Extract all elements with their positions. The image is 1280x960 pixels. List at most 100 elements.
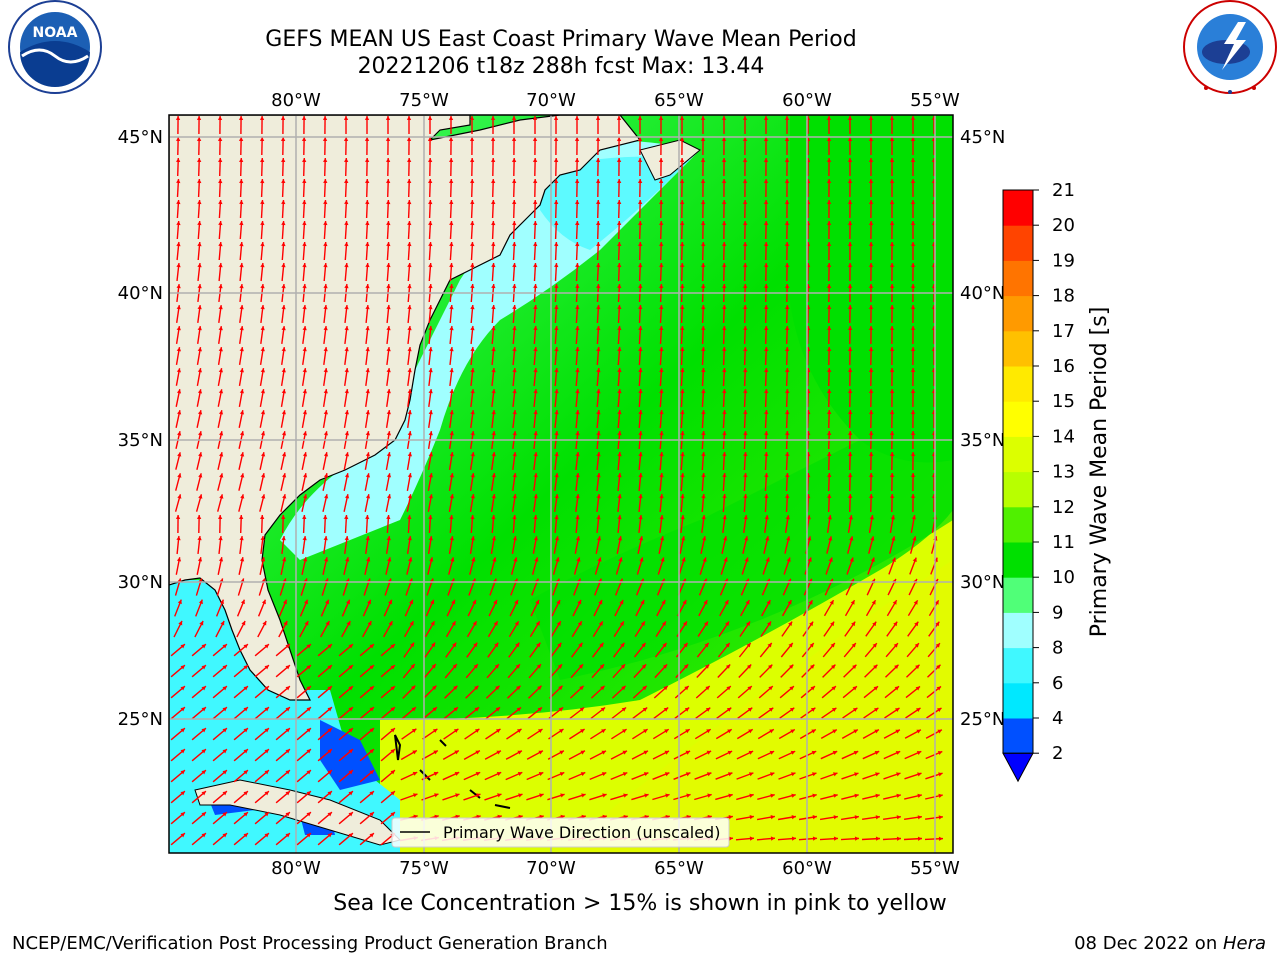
wave-arrow-head (764, 347, 769, 351)
wave-arrow-head (701, 326, 706, 331)
wave-arrow-head (910, 431, 916, 435)
wave-arrow-head (831, 707, 837, 712)
colorbar-under-extension (1002, 752, 1034, 783)
wave-arrow-head (910, 494, 916, 498)
wave-arrow-head (512, 536, 517, 541)
wave-arrow-head (219, 452, 224, 457)
wave-arrow-head (661, 621, 666, 626)
wave-arrow-head (344, 431, 349, 436)
wave-arrow-head (875, 772, 880, 777)
wave-arrow-head (764, 263, 769, 267)
wave-arrow-head (643, 772, 649, 777)
wave-arrow-head (617, 536, 623, 541)
wave-arrow-head (532, 137, 538, 141)
wave-arrow-head (596, 389, 601, 394)
wave-arrow-head (784, 242, 790, 246)
wave-arrow-head (679, 158, 685, 162)
wave-arrow-head (889, 305, 895, 309)
wave-arrow-head (386, 158, 391, 162)
wave-arrow-head (282, 473, 287, 478)
wave-arrow-head (704, 642, 709, 648)
wave-arrow-head (390, 728, 395, 733)
wave-arrow-head (513, 557, 518, 562)
wave-arrow-head (533, 536, 538, 541)
wave-arrow-head (449, 389, 454, 394)
wave-arrow-head (306, 707, 311, 712)
wave-arrow-head (222, 749, 227, 754)
land-cuba (194, 779, 401, 846)
wave-arrow-head (702, 557, 707, 562)
wave-arrow-head (868, 200, 874, 204)
wave-arrow-head (180, 770, 185, 775)
wave-arrow-head (260, 263, 265, 268)
wave-arrow-head (826, 284, 832, 288)
wave-arrow-head (369, 644, 374, 649)
wave-arrow-head (180, 644, 185, 649)
wave-arrow-head (868, 137, 874, 141)
colorbar-tick-label: 4 (1052, 708, 1063, 729)
wave-arrow-head (938, 772, 943, 777)
wave-arrow-head (428, 200, 433, 205)
wave-arrow-head (344, 263, 349, 268)
wave-arrow-head (260, 536, 265, 541)
wave-arrow-head (450, 557, 455, 562)
wave-arrow-head (241, 621, 246, 626)
wave-arrow-head (744, 557, 749, 562)
land-us-east-coast (169, 115, 642, 701)
wave-arrow-head (617, 284, 622, 289)
wave-arrow-head (869, 410, 874, 414)
wave-arrow-head (431, 664, 436, 669)
wave-arrow-head (302, 410, 307, 415)
wave-arrow-head (281, 305, 286, 310)
noaa-logo: NOAA (8, 0, 102, 94)
wave-arrow-head (239, 515, 244, 519)
colorbar-tick-label: 18 (1052, 286, 1075, 307)
wave-arrow-head (201, 728, 206, 733)
wave-arrow-head (581, 793, 586, 798)
wave-arrow-head (512, 368, 517, 373)
wave-arrow-head (428, 515, 433, 520)
wave-arrow-head (827, 347, 832, 351)
wave-arrow-head (285, 644, 290, 649)
wave-arrow-head (239, 389, 244, 394)
wave-arrow-head (554, 536, 560, 541)
wave-arrow-head (470, 515, 475, 520)
wave-arrow-head (808, 600, 813, 605)
wave-arrow-head (575, 368, 580, 373)
wave-arrow-head (386, 452, 391, 457)
wave-arrow-head (201, 791, 206, 796)
wave-arrow-head (896, 815, 901, 820)
wave-arrow-head (495, 707, 500, 712)
wave-arrow-head (701, 515, 706, 520)
wave-arrow-head (218, 305, 223, 310)
wave-arrow-head (743, 242, 748, 246)
wave-arrow-head (596, 242, 601, 246)
lon-label-bottom: 70°W (526, 858, 576, 879)
wave-arrow-head (791, 772, 796, 777)
wave-arrow-head (411, 707, 416, 712)
wave-arrow-head (660, 536, 665, 541)
wave-arrow-head (554, 326, 559, 331)
lat-label-right: 35°N (960, 430, 1005, 451)
map-figure: NOAA (8, 0, 1277, 879)
wave-arrow-head (601, 750, 606, 755)
wave-arrow-head (665, 793, 670, 798)
wave-arrow-head (176, 389, 182, 394)
wave-arrow-head (327, 833, 332, 838)
wave-arrow-head (706, 750, 712, 755)
wave-arrow-head (390, 686, 395, 691)
wave-arrow-head (495, 685, 500, 690)
wave-arrow-head (475, 772, 481, 776)
wave-arrow-head (602, 793, 607, 798)
wave-arrow-head (827, 452, 832, 456)
wave-arrow-head (848, 515, 853, 520)
wave-arrow-head (306, 770, 311, 775)
wave-arrow-head (785, 305, 790, 309)
wave-arrow-head (743, 347, 748, 352)
colorbar-tick-label: 17 (1052, 321, 1075, 342)
wave-arrow-head (849, 536, 854, 541)
wave-arrow-head (303, 473, 308, 478)
wave-arrow-head (785, 263, 790, 267)
wave-arrow-head (239, 221, 244, 226)
wave-arrow-head (322, 137, 328, 141)
